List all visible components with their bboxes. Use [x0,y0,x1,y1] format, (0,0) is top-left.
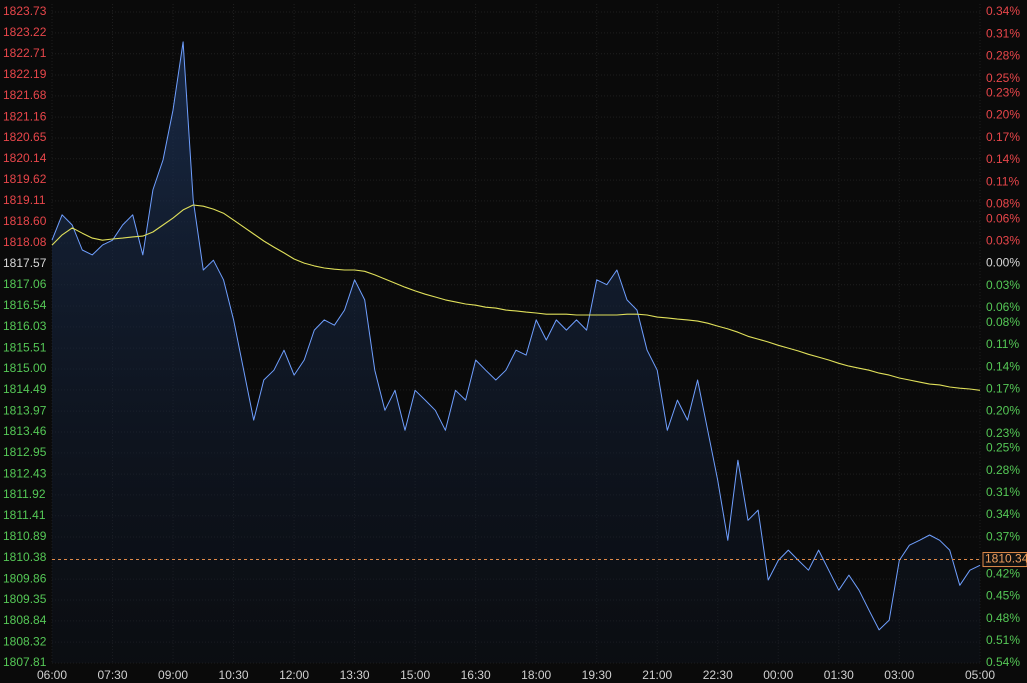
y-tick-label: 1818.08 [3,235,47,249]
y2-tick-label: 0.25% [986,441,1020,455]
x-tick-label: 12:00 [279,668,309,682]
x-tick-label: 22:30 [703,668,733,682]
y2-tick-label: 0.51% [986,633,1020,647]
y-tick-label: 1813.97 [3,403,47,417]
x-tick-label: 05:00 [965,668,995,682]
x-tick-label: 01:30 [824,668,854,682]
y2-tick-label: 0.06% [986,211,1020,225]
y2-tick-label: 0.08% [986,197,1020,211]
y-tick-label: 1817.06 [3,277,47,291]
y-tick-label: 1810.38 [3,550,47,564]
y-tick-label: 1809.35 [3,592,47,606]
y2-tick-label: 0.34% [986,507,1020,521]
y2-tick-label: 0.25% [986,71,1020,85]
y-tick-label: 1812.95 [3,445,47,459]
x-tick-label: 16:30 [461,668,491,682]
price-area [52,41,980,663]
x-tick-label: 21:00 [642,668,672,682]
y-tick-label: 1810.89 [3,529,47,543]
y2-tick-label: 0.20% [986,404,1020,418]
y2-tick-label: 0.11% [986,337,1019,351]
x-tick-label: 13:30 [340,668,370,682]
y-tick-label: 1815.00 [3,361,47,375]
y2-tick-label: 0.17% [986,130,1020,144]
y-tick-label: 1820.14 [3,151,47,165]
y-tick-label: 1818.60 [3,214,47,228]
y-tick-label: 1815.51 [3,340,47,354]
y-tick-label: 1812.43 [3,466,47,480]
y-tick-label: 1821.68 [3,88,47,102]
y-tick-label: 1809.86 [3,571,47,585]
y2-tick-label: 0.31% [986,26,1020,40]
y-tick-label: 1823.73 [3,4,47,18]
y-tick-label: 1823.22 [3,25,47,39]
y2-tick-label: 0.23% [986,86,1020,100]
y2-tick-label: 0.45% [986,589,1020,603]
last-price-label: 1810.34 [985,552,1027,566]
y2-tick-label: 0.03% [986,234,1020,248]
y-tick-label: 1808.32 [3,634,47,648]
y2-tick-label: 0.20% [986,108,1020,122]
y-tick-label: 1816.54 [3,298,47,312]
y-tick-label: 1814.49 [3,382,47,396]
x-tick-label: 19:30 [582,668,612,682]
x-tick-label: 03:00 [884,668,914,682]
x-tick-label: 10:30 [219,668,249,682]
y-tick-label: 1822.71 [3,46,47,60]
y-tick-label: 1820.65 [3,130,47,144]
y2-tick-label: 0.17% [986,381,1020,395]
y-tick-label: 1816.03 [3,319,47,333]
y2-tick-label: 0.14% [986,152,1020,166]
x-tick-label: 15:00 [400,668,430,682]
x-tick-label: 18:00 [521,668,551,682]
y-tick-label: 1821.16 [3,109,47,123]
y-tick-label: 1822.19 [3,67,47,81]
y2-tick-label: 0.48% [986,611,1020,625]
y2-tick-label: 0.08% [986,315,1020,329]
y2-tick-label: 0.28% [986,463,1020,477]
moving-average-line [51,204,981,391]
x-tick-label: 06:00 [37,668,67,682]
y2-tick-label: 0.11% [986,174,1019,188]
y2-tick-label: 0.23% [986,426,1020,440]
y-tick-label: 1807.81 [3,655,47,669]
x-tick-label: 09:00 [158,668,188,682]
y-tick-label: 1811.41 [3,508,46,522]
last-price-tag [982,552,1027,568]
y2-tick-label: 0.34% [986,4,1020,18]
y2-tick-label: 0.37% [986,529,1020,543]
x-tick-label: 07:30 [98,668,128,682]
y2-tick-label: 0.31% [986,485,1020,499]
y2-tick-label: 0.54% [986,655,1020,669]
y-tick-label: 1813.46 [3,424,47,438]
y2-tick-label: 0.06% [986,300,1020,314]
y-tick-label: 1819.11 [3,193,46,207]
y-tick-label: 1819.62 [3,172,47,186]
y-tick-label: 1811.92 [3,487,46,501]
y-tick-label: 1808.84 [3,613,47,627]
y2-tick-label: 0.28% [986,49,1020,63]
price-line [51,41,981,631]
x-tick-label: 00:00 [763,668,793,682]
y2-tick-label: 0.03% [986,278,1020,292]
y2-tick-label: 0.00% [986,256,1020,270]
y2-tick-label: 0.42% [986,566,1020,580]
y2-tick-label: 0.14% [986,359,1020,373]
y-tick-label: 1817.57 [3,256,47,270]
